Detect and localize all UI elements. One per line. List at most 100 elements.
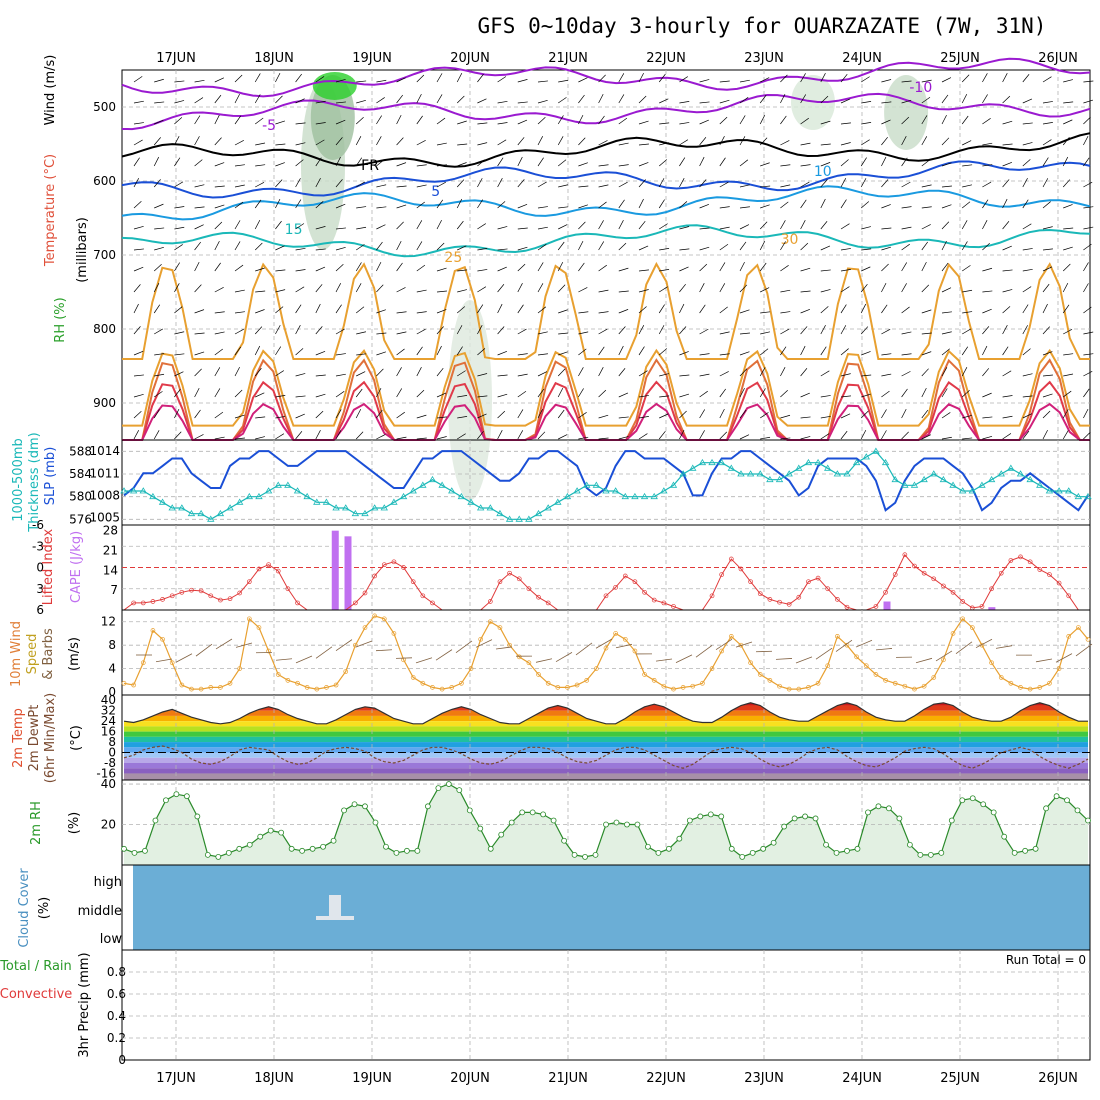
wind-barb (335, 263, 344, 272)
wind-barb (719, 431, 728, 440)
wind-barb (699, 179, 707, 188)
wind-speed-marker (526, 660, 532, 666)
rh-marker (1011, 849, 1018, 856)
wind-barb (578, 221, 586, 230)
wind-barb (962, 265, 971, 272)
wind-barb (214, 77, 225, 83)
rh-marker (341, 807, 347, 814)
thickness-marker (775, 475, 784, 483)
lifted-marker (275, 568, 281, 574)
rh-unit-label: (%) (67, 812, 82, 835)
wind-barb (759, 262, 767, 272)
wind-barb (1063, 119, 1073, 125)
wind-speed-marker (921, 683, 927, 689)
wind-barb (1042, 351, 1053, 356)
wind-barb (962, 184, 973, 188)
rh-marker (1032, 845, 1039, 852)
wind-barb (598, 201, 607, 209)
wind-barb (679, 201, 688, 209)
wind-barb (840, 142, 851, 146)
wind-barb-10m (815, 647, 833, 660)
wind-barb (699, 227, 710, 230)
wind-barb (1063, 101, 1074, 104)
wind-barb (679, 178, 685, 188)
rh-marker (529, 809, 536, 816)
wind-barb (214, 367, 221, 377)
wind-barb (335, 156, 341, 167)
wind-speed-marker (1085, 636, 1091, 642)
wind-barb (214, 204, 225, 209)
wind-barb (537, 371, 548, 377)
wind-barb (376, 79, 387, 83)
temp-band (124, 773, 1088, 780)
rh-marker (1043, 805, 1049, 812)
wind-barb (355, 117, 364, 125)
wind-barb (618, 164, 629, 167)
contour-label: 25 (444, 250, 462, 266)
lifted-marker (979, 604, 985, 609)
rh-marker (1064, 797, 1070, 804)
thickness-marker (235, 498, 244, 505)
lifted-marker (507, 570, 512, 576)
wind-barb (578, 240, 584, 251)
wind-barb (396, 331, 407, 335)
lifted-marker (757, 591, 763, 597)
wind-barb (1042, 178, 1049, 188)
rh-marker (466, 807, 473, 814)
lifted-marker (632, 579, 638, 585)
wind-barb (901, 157, 908, 167)
lifted-marker (401, 565, 406, 570)
wind-barb (497, 157, 504, 167)
wind-barb (133, 122, 144, 125)
wind-barb (335, 137, 343, 146)
wind-barb (659, 413, 669, 419)
pressure-tick: 900 (93, 396, 116, 410)
rh-marker (571, 851, 578, 858)
wind-barb (174, 157, 181, 167)
thickness-marker (342, 504, 350, 511)
rh-marker (393, 849, 400, 856)
date-axis: 17JUN 17JUN 18JUN 18JUN 19JUN 19JUN 20JUN 20JUN… (156, 51, 1078, 1086)
wind-barb (941, 287, 952, 293)
lifted-marker (815, 575, 821, 581)
wind-speed-marker (198, 686, 204, 692)
wind-barb (396, 94, 403, 104)
wind-barb (659, 223, 668, 230)
wind-barb (921, 409, 929, 419)
rh-marker (1053, 793, 1060, 800)
wind-barb (1042, 393, 1053, 398)
wind-barb (1083, 157, 1090, 167)
wind-barb (760, 412, 769, 419)
precip-panel: 0.8 0.6 0.4 0.2 0 Total / Rain Convective 3hr P… (0, 949, 1091, 1067)
wind-barb (638, 198, 644, 209)
slp-tick: 1008 (89, 488, 120, 502)
wind-barb (861, 266, 871, 272)
wind-barb (457, 120, 467, 125)
wind-barb (901, 226, 912, 230)
wind-barb (174, 262, 180, 272)
wind-barb (234, 264, 244, 272)
lifted-marker (497, 579, 503, 585)
wind-barb (840, 269, 851, 272)
wind-barb (1022, 248, 1033, 251)
wind-barb (861, 139, 870, 146)
wind-barb (699, 246, 710, 251)
wind-barb-10m (795, 656, 813, 664)
wind-speed-marker (584, 677, 590, 683)
wind-barb (820, 95, 829, 104)
wind-barb (861, 122, 872, 125)
wind-barb (1042, 283, 1050, 293)
wind-barb (820, 245, 831, 251)
wind-barb (840, 223, 850, 230)
thickness-marker (987, 475, 996, 483)
cloud-level-label: low (100, 932, 123, 947)
wind-barb (659, 395, 670, 398)
wind-barb (941, 94, 949, 104)
wind-barb (739, 159, 749, 167)
wind-barb (739, 184, 750, 188)
wind-barb (1002, 143, 1013, 146)
wind-speed-marker (410, 675, 416, 680)
wind-speed-marker (950, 631, 956, 636)
wind-barb (1002, 395, 1013, 398)
wind-barb (174, 226, 185, 230)
